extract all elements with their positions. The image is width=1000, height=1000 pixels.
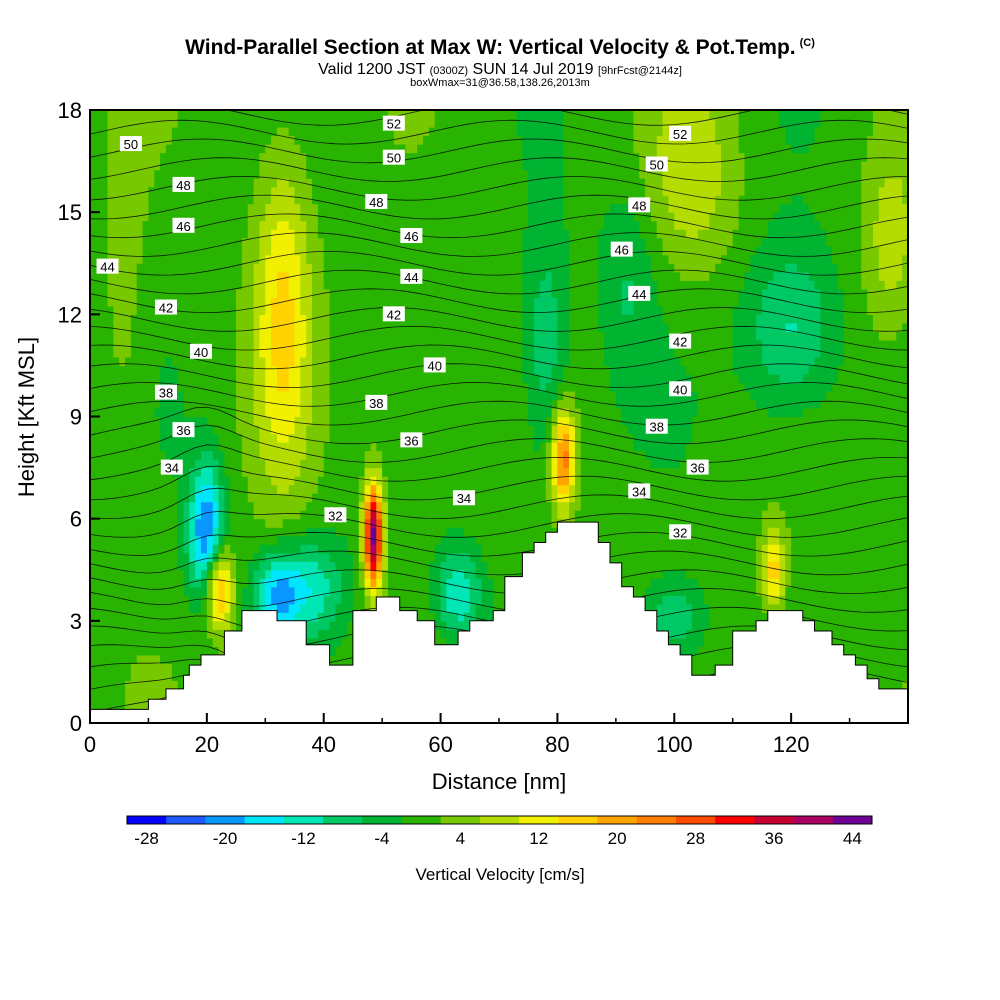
theta-labels: 5048464442403836345250484644424038363432… xyxy=(96,115,709,540)
chart-title-text: Wind-Parallel Section at Max W: Vertical… xyxy=(185,36,796,59)
colorbar-segment xyxy=(519,816,559,824)
theta-label: 48 xyxy=(172,176,195,193)
x-tick-label: 40 xyxy=(311,732,335,757)
theta-label: 32 xyxy=(669,524,692,540)
colorbar-tick-label: -12 xyxy=(291,829,316,848)
theta-label: 52 xyxy=(669,125,692,142)
theta-label: 34 xyxy=(452,490,475,506)
theta-label: 46 xyxy=(610,241,633,258)
theta-label: 36 xyxy=(400,432,423,448)
theta-label: 38 xyxy=(365,394,388,411)
theta-label: 46 xyxy=(172,217,195,234)
x-tick-label: 0 xyxy=(84,732,96,757)
colorbar-segment xyxy=(166,816,206,824)
colorbar-segment xyxy=(793,816,834,824)
theta-label: 52 xyxy=(382,115,405,132)
colorbar-segment xyxy=(244,816,285,824)
y-tick-label: 15 xyxy=(58,200,82,225)
colorbar-segment xyxy=(479,816,520,824)
x-tick-label: 120 xyxy=(773,732,810,757)
theta-label: 34 xyxy=(160,459,183,476)
y-tick-label: 0 xyxy=(70,711,82,736)
chart-title: Wind-Parallel Section at Max W: Vertical… xyxy=(0,36,1000,60)
colorbar-segment xyxy=(754,816,795,824)
terrain xyxy=(90,521,908,723)
theta-label: 34 xyxy=(628,483,651,499)
theta-label: 42 xyxy=(154,299,177,316)
theta-label: 50 xyxy=(382,149,405,166)
colorbar-segment xyxy=(362,816,402,824)
colorbar-tick-label: 20 xyxy=(608,829,627,848)
x-tick-label: 80 xyxy=(545,732,569,757)
x-axis-title: Distance [nm] xyxy=(432,769,567,794)
theta-label: 42 xyxy=(669,333,692,350)
colorbar-segment xyxy=(283,816,324,824)
colorbar-segment xyxy=(401,816,442,824)
theta-label: 40 xyxy=(669,381,692,397)
subtitle-date: SUN 14 Jul 2019 xyxy=(472,61,594,78)
chart-title-tag: (C) xyxy=(799,37,815,49)
x-tick-label: 100 xyxy=(656,732,693,757)
x-tick-label: 20 xyxy=(195,732,219,757)
subtitle-utc: (0300Z) xyxy=(429,65,469,77)
colorbar-tick-label: 44 xyxy=(843,829,862,848)
colorbar-tick-label: 12 xyxy=(529,829,548,848)
colorbar-segment xyxy=(127,816,167,824)
colorbar-segment xyxy=(715,816,755,824)
colorbar-tick-label: 28 xyxy=(686,829,705,848)
colorbar-segment xyxy=(675,816,716,824)
theta-label: 48 xyxy=(365,193,388,210)
theta-label: 46 xyxy=(400,228,423,244)
y-tick-label: 3 xyxy=(70,609,82,634)
theta-label: 38 xyxy=(645,418,668,435)
colorbar-tick-label: -4 xyxy=(374,829,389,848)
theta-label: 44 xyxy=(628,285,651,302)
y-axis-title: Height [Kft MSL] xyxy=(14,337,39,497)
subtitle-fcst: [9hrFcst@2144z] xyxy=(597,65,682,77)
theta-label: 36 xyxy=(172,422,195,438)
theta-label: 40 xyxy=(423,357,446,373)
colorbar-segment xyxy=(832,816,873,824)
colorbar-tick-label: -28 xyxy=(134,829,159,848)
subtitle-valid: Valid 1200 JST xyxy=(318,61,426,78)
colorbar-title: Vertical Velocity [cm/s] xyxy=(415,865,584,884)
chart-subline: boxWmax=31@36.58,138.26,2013m xyxy=(410,77,590,89)
y-tick-label: 6 xyxy=(70,507,82,532)
theta-label: 48 xyxy=(628,197,651,213)
theta-label: 38 xyxy=(154,384,177,401)
theta-label: 32 xyxy=(324,507,347,523)
y-tick-label: 9 xyxy=(70,405,82,430)
colorbar-tick-label: 36 xyxy=(765,829,784,848)
chart-subtitle: Valid 1200 JST (0300Z) SUN 14 Jul 2019 [… xyxy=(0,61,1000,79)
x-tick-label: 60 xyxy=(428,732,452,757)
colorbar-segment xyxy=(597,816,638,824)
colorbar-tick-label: 4 xyxy=(456,829,465,848)
colorbar: -28 -20 -12 -4 4 12 20 28 36 44 xyxy=(126,815,873,848)
theta-label: 50 xyxy=(119,136,142,152)
colorbar-segment xyxy=(558,816,599,824)
theta-label: 44 xyxy=(96,258,119,275)
theta-label: 36 xyxy=(686,459,709,476)
colorbar-segment xyxy=(205,816,246,824)
theta-label: 50 xyxy=(645,156,668,172)
theta-label: 42 xyxy=(382,306,405,322)
theta-label: 40 xyxy=(190,343,213,360)
colorbar-tick-label: -20 xyxy=(213,829,238,848)
y-tick-label: 12 xyxy=(58,302,82,327)
colorbar-segment xyxy=(440,816,481,824)
y-tick-label: 18 xyxy=(58,98,82,123)
colorbar-segment xyxy=(323,816,363,824)
theta-label: 44 xyxy=(400,268,423,285)
colorbar-segment xyxy=(636,816,677,824)
